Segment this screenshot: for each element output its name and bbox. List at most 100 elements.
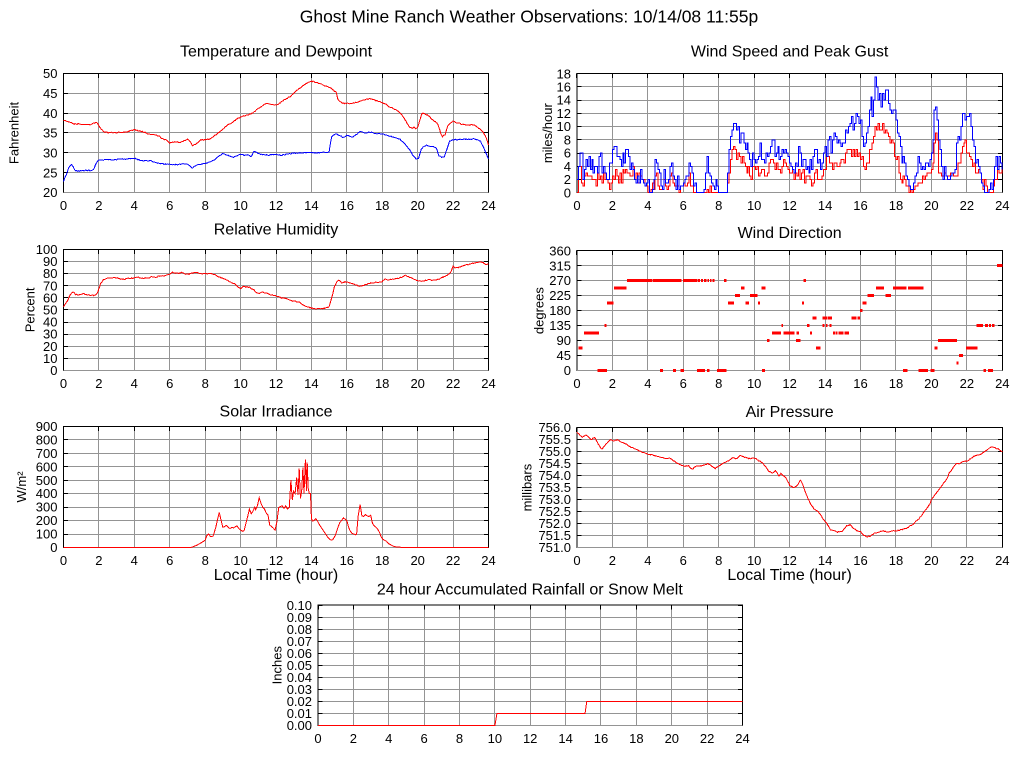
svg-text:20: 20 — [410, 198, 424, 213]
svg-text:754.5: 754.5 — [538, 456, 571, 471]
svg-text:8: 8 — [202, 376, 209, 391]
svg-text:8: 8 — [715, 376, 722, 391]
svg-text:10: 10 — [747, 376, 761, 391]
svg-text:315: 315 — [549, 258, 571, 273]
svg-text:135: 135 — [549, 318, 571, 333]
svg-text:751.5: 751.5 — [538, 528, 571, 543]
svg-text:753.5: 753.5 — [538, 480, 571, 495]
svg-text:16: 16 — [557, 80, 571, 95]
svg-text:40: 40 — [43, 315, 57, 330]
svg-text:14: 14 — [304, 376, 318, 391]
svg-text:4: 4 — [644, 198, 651, 213]
svg-text:6: 6 — [680, 553, 687, 568]
svg-text:24: 24 — [995, 376, 1009, 391]
svg-text:14: 14 — [818, 376, 832, 391]
svg-text:18: 18 — [889, 553, 903, 568]
svg-text:22: 22 — [960, 198, 974, 213]
svg-text:24: 24 — [481, 376, 495, 391]
svg-text:0: 0 — [314, 731, 321, 746]
svg-text:12: 12 — [269, 553, 283, 568]
svg-text:900: 900 — [36, 419, 58, 434]
svg-text:24: 24 — [481, 553, 495, 568]
svg-text:8: 8 — [456, 731, 463, 746]
svg-text:Fahrenheit: Fahrenheit — [7, 102, 22, 165]
svg-text:35: 35 — [43, 126, 57, 141]
svg-text:10: 10 — [233, 376, 247, 391]
svg-text:W/m²: W/m² — [14, 471, 29, 503]
svg-text:22: 22 — [960, 376, 974, 391]
svg-text:4: 4 — [131, 198, 138, 213]
svg-text:Solar Irradiance: Solar Irradiance — [220, 403, 333, 420]
svg-text:6: 6 — [166, 553, 173, 568]
svg-text:2: 2 — [609, 553, 616, 568]
svg-text:20: 20 — [410, 553, 424, 568]
svg-text:4: 4 — [644, 376, 651, 391]
svg-text:millibars: millibars — [519, 463, 534, 511]
svg-text:6: 6 — [564, 146, 571, 161]
svg-text:754.0: 754.0 — [538, 468, 571, 483]
svg-text:6: 6 — [166, 376, 173, 391]
svg-text:0.00: 0.00 — [287, 718, 312, 733]
svg-text:2: 2 — [95, 198, 102, 213]
svg-text:14: 14 — [818, 553, 832, 568]
svg-text:0: 0 — [60, 376, 67, 391]
svg-text:Inches: Inches — [269, 646, 284, 685]
svg-text:80: 80 — [43, 266, 57, 281]
svg-text:4: 4 — [644, 553, 651, 568]
svg-text:500: 500 — [36, 473, 58, 488]
svg-text:Relative Humidity: Relative Humidity — [214, 221, 338, 238]
svg-text:Temperature and Dewpoint: Temperature and Dewpoint — [180, 44, 373, 61]
svg-text:14: 14 — [818, 198, 832, 213]
svg-text:14: 14 — [557, 93, 571, 108]
svg-text:700: 700 — [36, 446, 58, 461]
svg-text:0: 0 — [573, 553, 580, 568]
svg-text:0.09: 0.09 — [287, 610, 312, 625]
svg-text:800: 800 — [36, 432, 58, 447]
svg-text:Wind Speed and Peak Gust: Wind Speed and Peak Gust — [691, 44, 889, 61]
svg-text:0: 0 — [60, 198, 67, 213]
svg-text:180: 180 — [549, 303, 571, 318]
svg-text:0.01: 0.01 — [287, 706, 312, 721]
svg-text:16: 16 — [594, 731, 608, 746]
svg-text:70: 70 — [43, 278, 57, 293]
svg-text:100: 100 — [36, 242, 58, 257]
svg-text:0.07: 0.07 — [287, 634, 312, 649]
svg-text:20: 20 — [665, 731, 679, 746]
svg-text:18: 18 — [375, 376, 389, 391]
svg-text:6: 6 — [166, 198, 173, 213]
svg-text:25: 25 — [43, 165, 57, 180]
svg-text:22: 22 — [446, 553, 460, 568]
svg-text:Local Time (hour): Local Time (hour) — [727, 567, 852, 584]
svg-text:18: 18 — [889, 376, 903, 391]
svg-text:20: 20 — [43, 185, 57, 200]
svg-text:200: 200 — [36, 513, 58, 528]
svg-text:0.02: 0.02 — [287, 694, 312, 709]
svg-text:20: 20 — [410, 376, 424, 391]
svg-text:30: 30 — [43, 327, 57, 342]
svg-text:24 hour Accumulated Rainfall o: 24 hour Accumulated Rainfall or Snow Mel… — [377, 582, 683, 599]
svg-text:8: 8 — [202, 198, 209, 213]
svg-text:0.05: 0.05 — [287, 658, 312, 673]
svg-text:0: 0 — [573, 376, 580, 391]
svg-text:100: 100 — [36, 527, 58, 542]
svg-text:18: 18 — [629, 731, 643, 746]
svg-text:90: 90 — [43, 254, 57, 269]
svg-text:45: 45 — [557, 348, 571, 363]
svg-text:20: 20 — [924, 376, 938, 391]
svg-text:0.08: 0.08 — [287, 622, 312, 637]
svg-text:8: 8 — [564, 132, 571, 147]
svg-text:2: 2 — [350, 731, 357, 746]
svg-text:60: 60 — [43, 290, 57, 305]
svg-text:24: 24 — [995, 198, 1009, 213]
svg-text:50: 50 — [43, 66, 57, 81]
svg-text:300: 300 — [36, 500, 58, 515]
svg-text:90: 90 — [557, 333, 571, 348]
svg-text:6: 6 — [680, 198, 687, 213]
svg-text:miles/hour: miles/hour — [540, 103, 555, 164]
svg-text:752.0: 752.0 — [538, 516, 571, 531]
svg-text:14: 14 — [558, 731, 572, 746]
svg-text:Air Pressure: Air Pressure — [746, 404, 834, 421]
svg-text:10: 10 — [488, 731, 502, 746]
svg-text:40: 40 — [43, 106, 57, 121]
svg-text:225: 225 — [549, 288, 571, 303]
